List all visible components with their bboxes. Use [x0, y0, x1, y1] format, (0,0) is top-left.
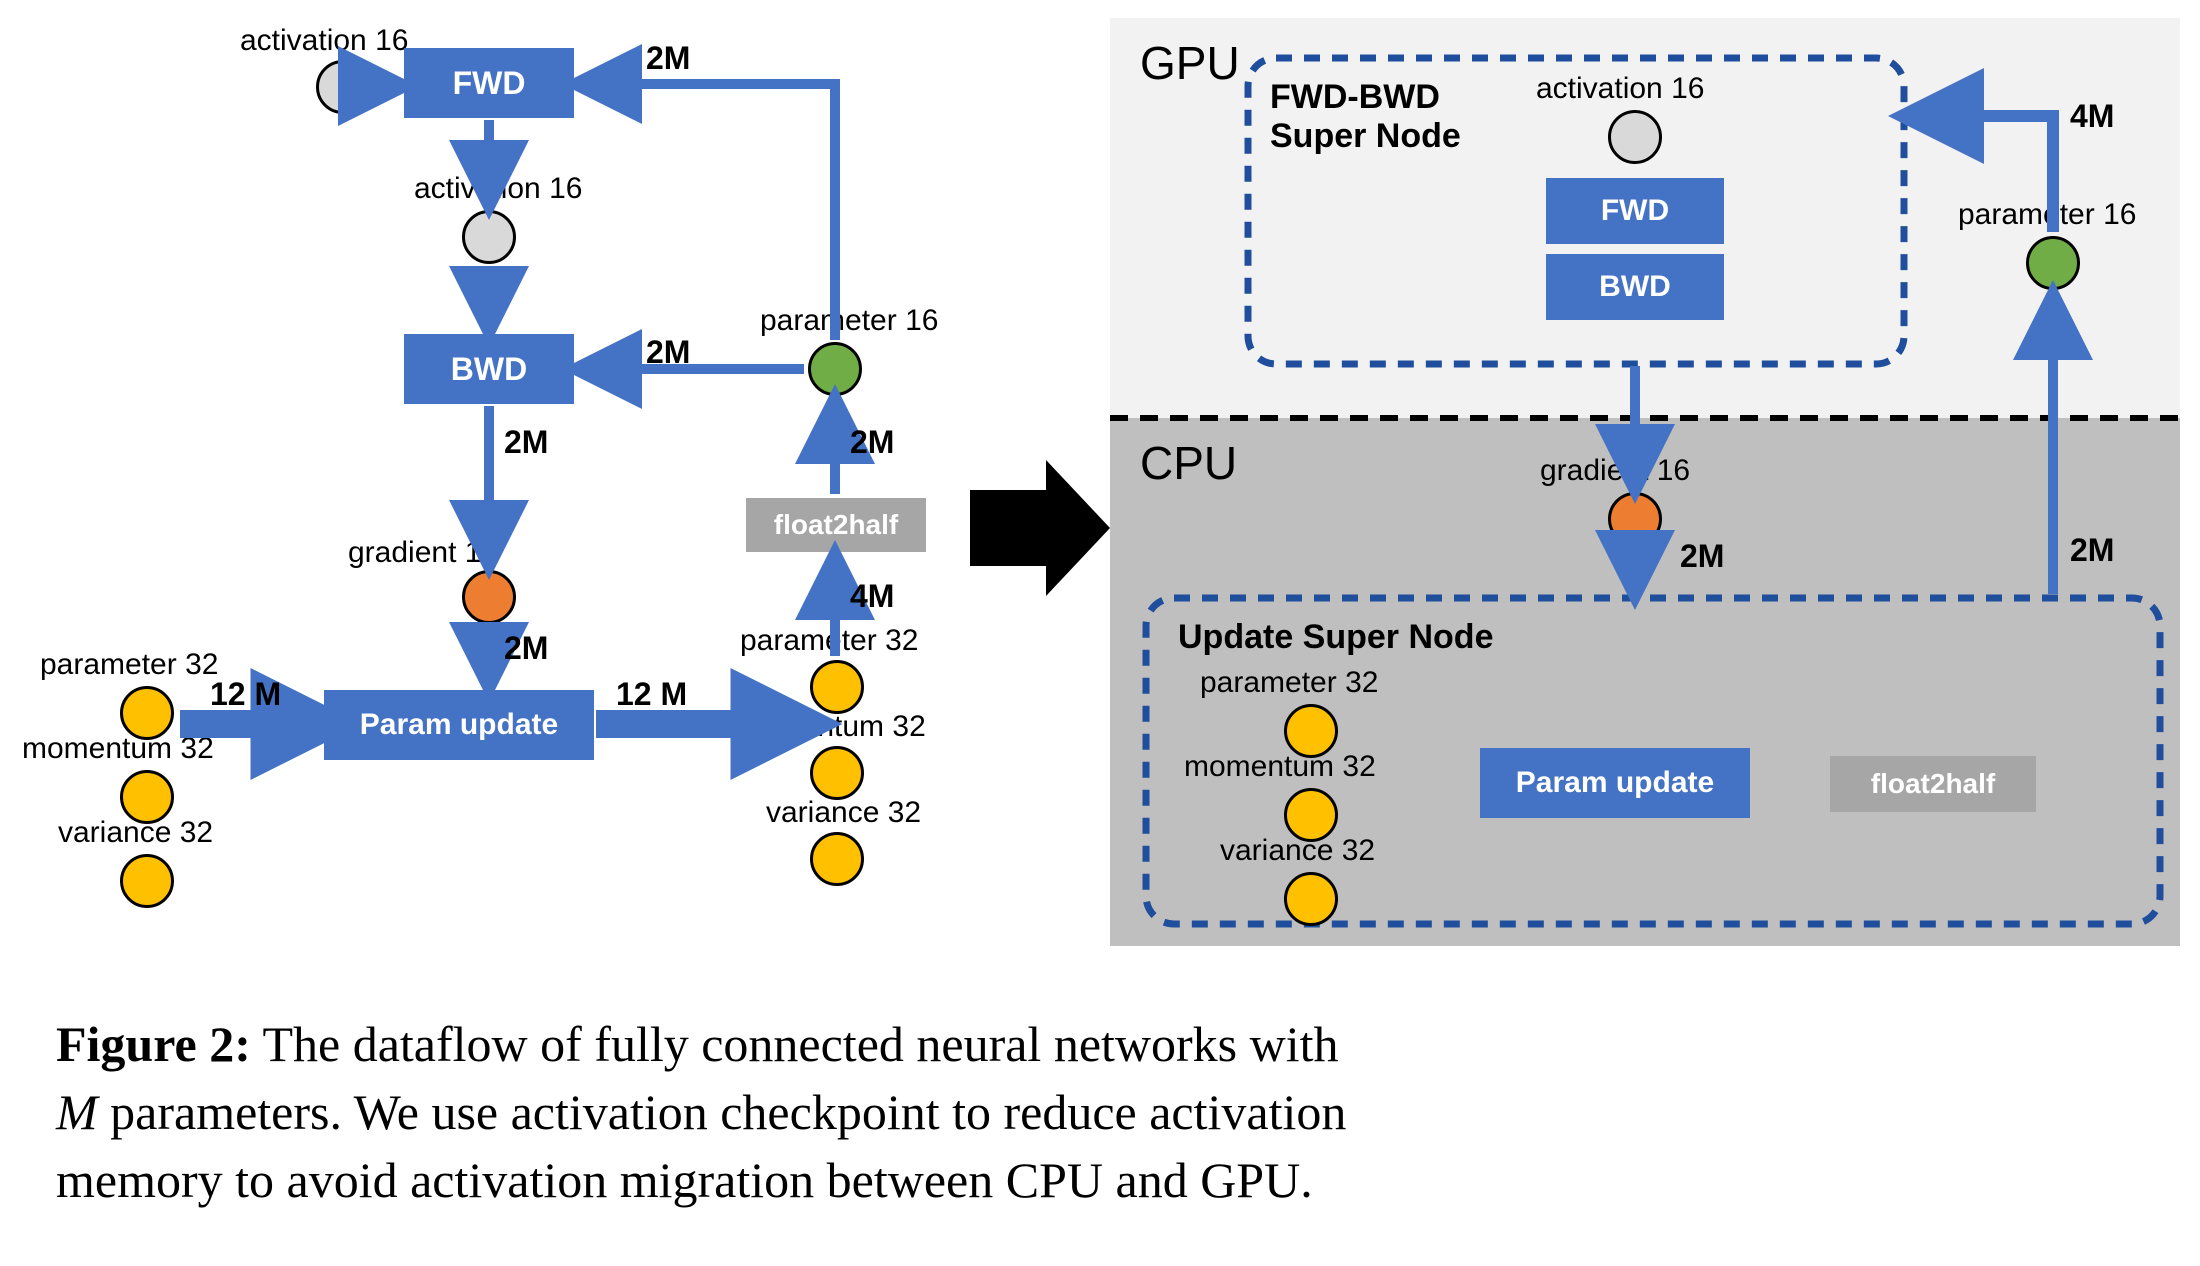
fwdbwd-super-label: FWD-BWD Super Node	[1270, 78, 1461, 156]
e2m-bwddown: 2M	[504, 424, 548, 461]
parameter32-l-label: parameter 32	[40, 648, 218, 682]
momentum32-right-label: momentum 32	[1184, 750, 1376, 784]
caption-line2-rest: parameters. We use activation checkpoint…	[98, 1084, 1347, 1140]
fwd-box-right: FWD	[1546, 178, 1724, 244]
momentum32-r-label: momentum 32	[734, 710, 926, 744]
activation16-mid-label: activation 16	[414, 172, 582, 206]
bwd-box-left: BWD	[404, 334, 574, 404]
e2m-f2h: 2M	[850, 424, 894, 461]
activation16-right-label: activation 16	[1536, 72, 1704, 106]
e2m-bwd: 2M	[646, 334, 690, 371]
e2m-grad-right: 2M	[1680, 538, 1724, 575]
parameter16-left-circle	[808, 342, 862, 396]
variance32-l-label: variance 32	[58, 816, 213, 850]
fwd-box-left: FWD	[404, 48, 574, 118]
e2m-up-right: 2M	[2070, 532, 2114, 569]
gradient16-right-label: gradient 16	[1540, 454, 1690, 488]
activation16-top-label: activation 16	[240, 24, 408, 58]
e4m-right: 4M	[2070, 98, 2114, 135]
parameter16-right-label: parameter 16	[1958, 198, 2136, 232]
e2m-grad: 2M	[504, 630, 548, 667]
activation16-mid-circle	[462, 210, 516, 264]
momentum32-r-circle	[810, 746, 864, 800]
update-super-label: Update Super Node	[1178, 618, 1493, 657]
activation16-top-circle	[316, 60, 370, 114]
param-update-left: Param update	[324, 690, 594, 760]
float2half-right: float2half	[1830, 756, 2036, 812]
variance32-right-circle	[1284, 872, 1338, 926]
e12m-l: 12 M	[210, 676, 281, 713]
parameter32-r-circle	[810, 660, 864, 714]
figure-canvas: GPU CPU activation 16 FWD activation 16 …	[0, 0, 2200, 1266]
variance32-l-circle	[120, 854, 174, 908]
gradient16-left-label: gradient 16	[348, 536, 498, 570]
variance32-r-label: variance 32	[766, 796, 921, 830]
figure-caption: Figure 2: The dataflow of fully connecte…	[56, 1010, 2144, 1214]
parameter16-right-circle	[2026, 236, 2080, 290]
bwd-box-right: BWD	[1546, 254, 1724, 320]
caption-M: M	[56, 1084, 98, 1140]
float2half-left: float2half	[746, 498, 926, 552]
e4m-left: 4M	[850, 578, 894, 615]
parameter32-r-label: parameter 32	[740, 624, 918, 658]
momentum32-l-label: momentum 32	[22, 732, 214, 766]
variance32-right-label: variance 32	[1220, 834, 1375, 868]
gradient16-right-circle	[1608, 492, 1662, 546]
e12m-r: 12 M	[616, 676, 687, 713]
caption-figlabel: Figure 2:	[56, 1016, 251, 1072]
caption-line1-rest: The dataflow of fully connected neural n…	[262, 1016, 1338, 1072]
caption-line3: memory to avoid activation migration bet…	[56, 1152, 1313, 1208]
cpu-zone-label: CPU	[1140, 436, 1237, 490]
gpu-zone-label: GPU	[1140, 36, 1240, 90]
e2m-fwd: 2M	[646, 40, 690, 77]
parameter16-left-label: parameter 16	[760, 304, 938, 338]
activation16-right-circle	[1608, 110, 1662, 164]
gradient16-left-circle	[462, 570, 516, 624]
variance32-r-circle	[810, 832, 864, 886]
parameter32-right-label: parameter 32	[1200, 666, 1378, 700]
param-update-right: Param update	[1480, 748, 1750, 818]
